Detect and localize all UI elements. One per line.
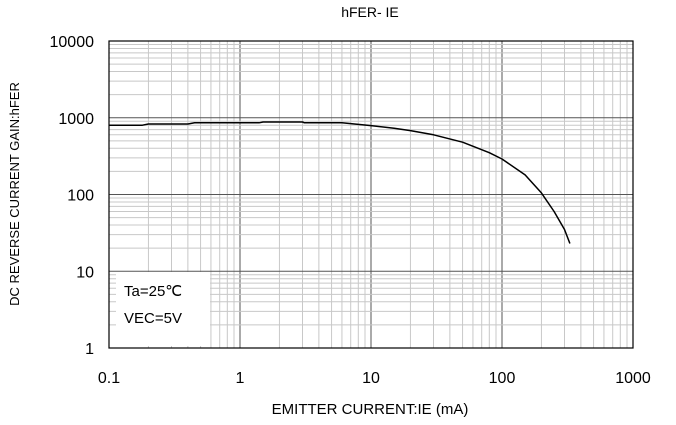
series-line-0 [109, 121, 571, 244]
x-tick-label: 1000 [615, 370, 651, 387]
annotation-box: Ta=25℃ VEC=5V [116, 272, 210, 346]
y-tick-labels: 1 10 100 1000 10000 [50, 34, 95, 358]
grid [108, 41, 633, 349]
y-tick-label: 10 [76, 264, 94, 281]
annotation-voltage: VEC=5V [124, 310, 182, 327]
x-tick-label: 0.1 [98, 370, 120, 387]
plot-frame [108, 40, 634, 349]
x-tick-label: 100 [489, 370, 516, 387]
x-tick-label: 1 [236, 370, 245, 387]
x-tick-label: 10 [362, 370, 380, 387]
y-tick-label: 100 [67, 188, 94, 205]
y-tick-label: 1 [85, 341, 94, 358]
y-axis-label: DC REVERSE CURRENT GAIN:hFER [7, 82, 22, 306]
x-tick-labels: 0.1 1 10 100 1000 [98, 370, 651, 387]
y-tick-label: 10000 [50, 34, 95, 51]
x-axis-label: EMITTER CURRENT:IE (mA) [272, 401, 469, 418]
series-layer [109, 121, 571, 244]
annotation-temperature: Ta=25℃ [124, 283, 183, 300]
chart-title: hFER- IE [341, 4, 399, 20]
y-tick-label: 1000 [58, 111, 94, 128]
